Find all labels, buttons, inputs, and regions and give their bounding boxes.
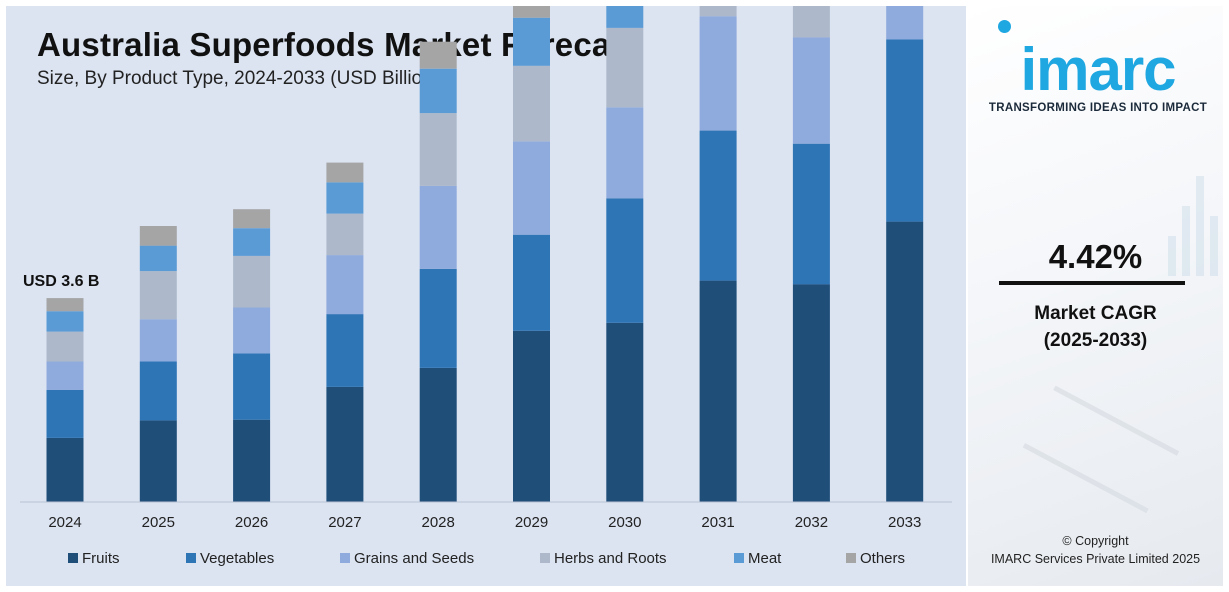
bar-segment-meat-2026 (233, 228, 271, 256)
bar-segment-meat-2029 (513, 17, 550, 66)
cagr-period: (2025-2033) (1043, 330, 1148, 351)
total-annotations: USD 3.6 BUSD 5.3 B (23, 273, 99, 290)
bar-segment-fruits-2026 (233, 419, 271, 502)
bar-segment-herbs-and-roots-2026 (233, 255, 271, 308)
bar-segment-vegetables-2030 (606, 198, 644, 323)
bar-segment-fruits-2031 (699, 280, 737, 502)
logo-dot (998, 20, 1011, 33)
x-tick-label-2032: 2032 (795, 514, 828, 531)
bar-segment-fruits-2029 (513, 330, 550, 502)
bar-segment-herbs-and-roots-2025 (139, 271, 177, 320)
imarc-logo: imarc TRANSFORMING IDEAS INTO IMPACT (982, 20, 1214, 120)
bar-segment-meat-2030 (606, 6, 644, 28)
legend-swatch-meat (734, 553, 744, 563)
legend-label-meat: Meat (748, 550, 782, 567)
stacked-bar-chart: 2024 2025 2026 2027 2028 2029 2030 2031 2032 2033… (20, 6, 952, 567)
bar-segment-grains-and-seeds-2033 (886, 6, 924, 40)
logo-tagline: TRANSFORMING IDEAS INTO IMPACT (988, 102, 1208, 114)
cagr-divider (999, 281, 1185, 285)
bars-layer (46, 6, 924, 502)
bar-segment-others-2029 (513, 6, 550, 18)
legend-label-others: Others (860, 550, 905, 567)
bar-segment-fruits-2033 (886, 221, 924, 502)
bar-segment-grains-and-seeds-2024 (46, 361, 84, 390)
bar-segment-fruits-2024 (46, 437, 84, 502)
logo-wordmark: imarc (1020, 36, 1176, 103)
legend-swatch-others (846, 553, 856, 563)
x-tick-label-2025: 2025 (142, 514, 175, 531)
chart-subtitle: Size, By Product Type, 2024-2033 (USD Bi… (37, 68, 440, 89)
bar-segment-grains-and-seeds-2031 (699, 16, 737, 131)
x-tick-label-2024: 2024 (48, 514, 81, 531)
legend-label-vegetables: Vegetables (200, 550, 274, 567)
bar-segment-others-2028 (419, 41, 457, 69)
cagr-value: 4.42% (1048, 238, 1143, 275)
legend-swatch-vegetables (186, 553, 196, 563)
chart-legend: Fruits Vegetables Grains and Seeds Herbs an… (68, 550, 905, 567)
bar-segment-herbs-and-roots-2032 (792, 6, 830, 38)
bar-segment-herbs-and-roots-2027 (326, 213, 364, 256)
cagr-label-block: Market CAGR (2025-2033) (968, 300, 1223, 354)
bar-segment-grains-and-seeds-2030 (606, 107, 644, 199)
chart-panel: Australia Superfoods Market Forecast Siz… (6, 6, 966, 586)
bar-segment-vegetables-2025 (139, 361, 177, 421)
bar-segment-vegetables-2033 (886, 39, 924, 222)
copyright-company: IMARC Services Private Limited 2025 (990, 552, 1201, 566)
bar-segment-grains-and-seeds-2027 (326, 255, 364, 315)
bar-segment-vegetables-2026 (233, 353, 271, 420)
legend-swatch-fruits (68, 553, 78, 563)
bar-segment-vegetables-2031 (699, 130, 737, 281)
x-tick-label-2027: 2027 (328, 514, 361, 531)
x-tick-label-2030: 2030 (608, 514, 641, 531)
legend-label-herbs-and-roots: Herbs and Roots (554, 550, 667, 567)
legend-swatch-herbs-and-roots (540, 553, 550, 563)
x-tick-label-2028: 2028 (422, 514, 455, 531)
x-tick-label-2033: 2033 (888, 514, 921, 531)
x-tick-labels: 2024 2025 2026 2027 2028 2029 2030 2031 2032 2033 (48, 514, 921, 531)
copyright-line: © Copyright (1062, 534, 1129, 548)
bar-segment-grains-and-seeds-2029 (513, 141, 550, 235)
bar-segment-vegetables-2027 (326, 314, 364, 387)
bar-segment-vegetables-2028 (419, 268, 457, 368)
bar-segment-fruits-2030 (606, 322, 644, 502)
x-tick-label-2031: 2031 (701, 514, 734, 531)
bar-segment-herbs-and-roots-2029 (513, 65, 550, 142)
bar-segment-vegetables-2024 (46, 389, 84, 438)
legend-swatch-grains-and-seeds (340, 553, 350, 563)
bar-segment-grains-and-seeds-2026 (233, 307, 271, 354)
bar-segment-grains-and-seeds-2032 (792, 37, 830, 144)
bar-segment-herbs-and-roots-2028 (419, 113, 457, 186)
bar-segment-herbs-and-roots-2030 (606, 27, 644, 108)
legend-label-fruits: Fruits (82, 550, 120, 567)
total-label-2024: USD 3.6 B (23, 273, 99, 290)
bar-segment-others-2024 (46, 298, 84, 312)
bar-segment-vegetables-2032 (792, 143, 830, 285)
bar-segment-grains-and-seeds-2028 (419, 185, 457, 269)
bar-segment-meat-2024 (46, 311, 84, 332)
bar-segment-meat-2027 (326, 182, 364, 214)
bar-segment-others-2026 (233, 209, 271, 229)
bar-segment-vegetables-2029 (513, 234, 550, 331)
bar-segment-meat-2025 (139, 245, 177, 272)
bar-segment-fruits-2027 (326, 386, 364, 502)
background-chart-decoration (1168, 156, 1223, 276)
side-panel: imarc TRANSFORMING IDEAS INTO IMPACT 4.4… (968, 6, 1223, 586)
cagr-label: Market CAGR (1034, 303, 1157, 324)
legend-label-grains-and-seeds: Grains and Seeds (354, 550, 474, 567)
bar-segment-others-2027 (326, 162, 364, 183)
x-tick-label-2029: 2029 (515, 514, 548, 531)
copyright-block: © Copyright IMARC Services Private Limit… (968, 532, 1223, 568)
x-tick-label-2026: 2026 (235, 514, 268, 531)
bar-segment-fruits-2028 (419, 368, 457, 502)
bar-segment-fruits-2032 (792, 284, 830, 502)
bar-segment-others-2025 (139, 226, 177, 246)
bar-segment-herbs-and-roots-2024 (46, 331, 84, 362)
bar-segment-grains-and-seeds-2025 (139, 319, 177, 362)
bar-segment-fruits-2025 (139, 420, 177, 502)
bar-segment-herbs-and-roots-2031 (699, 6, 737, 17)
bar-segment-meat-2028 (419, 68, 457, 114)
